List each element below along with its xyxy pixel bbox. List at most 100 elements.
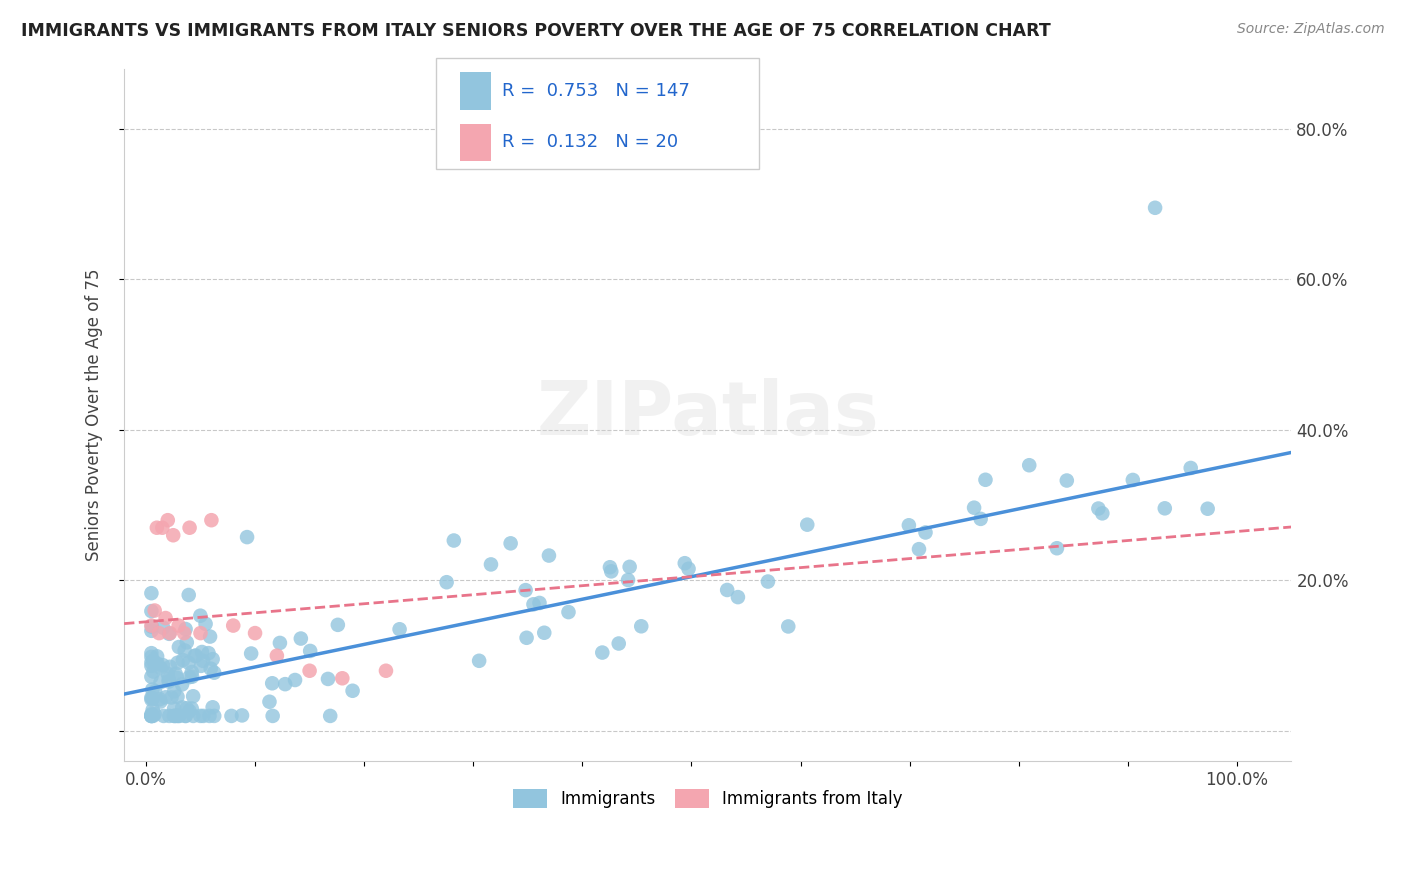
Immigrants [1056,474,1078,488]
Immigrants [515,583,537,598]
Immigrants [163,709,186,723]
Immigrants from Italy [173,626,195,640]
Immigrants [1144,201,1167,215]
Immigrants [174,622,197,636]
Immigrants [388,622,411,636]
Immigrants [198,630,221,644]
Legend: Immigrants, Immigrants from Italy: Immigrants, Immigrants from Italy [506,782,910,815]
Immigrants [619,559,641,574]
Immigrants [160,690,183,705]
Immigrants [141,658,163,673]
Immigrants [143,684,166,698]
Immigrants [180,701,202,715]
Immigrants [600,565,623,579]
Immigrants [202,709,225,723]
Immigrants [141,692,163,706]
Immigrants [157,673,180,687]
Immigrants [269,636,291,650]
Immigrants [172,653,194,667]
Immigrants [630,619,652,633]
Immigrants [156,666,179,681]
Immigrants [914,525,936,540]
Immigrants [1087,501,1109,516]
Immigrants [319,709,342,723]
Immigrants [176,635,198,649]
Y-axis label: Seniors Poverty Over the Age of 75: Seniors Poverty Over the Age of 75 [86,268,103,561]
Immigrants [183,648,205,663]
Immigrants [163,709,186,723]
Immigrants [188,608,211,623]
Immigrants [796,517,818,532]
Immigrants [152,658,174,673]
Immigrants [673,556,696,570]
Immigrants [443,533,465,548]
Immigrants [141,646,163,660]
Immigrants [557,605,579,619]
Immigrants [1046,541,1069,556]
Immigrants [174,709,197,723]
Immigrants [180,665,202,679]
Immigrants from Italy [298,664,321,678]
Immigrants [197,646,219,660]
Immigrants [190,658,212,673]
Immigrants from Italy [159,626,181,640]
Immigrants [240,647,263,661]
Immigrants [897,518,920,533]
Immigrants [499,536,522,550]
Immigrants [522,597,544,611]
Immigrants [201,700,224,714]
Immigrants [163,684,186,698]
Text: R =  0.132   N = 20: R = 0.132 N = 20 [502,134,678,152]
Immigrants [159,660,181,674]
Immigrants [908,542,931,557]
Immigrants [188,709,211,723]
Immigrants [174,709,197,723]
Immigrants [169,709,191,723]
Immigrants [299,644,322,658]
Immigrants [193,709,215,723]
Immigrants [181,709,204,723]
Immigrants from Italy [155,611,177,625]
Immigrants [141,709,163,723]
Immigrants [262,709,284,723]
Immigrants [316,672,339,686]
Immigrants [1180,461,1202,475]
Immigrants [221,709,243,723]
Immigrants [141,690,163,705]
Immigrants [262,676,284,690]
Immigrants [617,573,640,587]
Immigrants [172,700,194,714]
Text: Source: ZipAtlas.com: Source: ZipAtlas.com [1237,22,1385,37]
Immigrants from Italy [156,513,179,527]
Immigrants [181,690,204,704]
Immigrants [165,666,187,681]
Immigrants [141,670,163,684]
Immigrants [963,500,986,515]
Immigrants [529,596,551,610]
Immigrants from Italy [162,528,184,542]
Immigrants [141,709,163,723]
Immigrants [149,694,172,708]
Immigrants [468,654,491,668]
Immigrants [142,665,165,679]
Immigrants [479,558,502,572]
Immigrants [236,530,259,544]
Immigrants [284,673,307,687]
Immigrants [200,662,222,676]
Immigrants from Italy [200,513,222,527]
Immigrants [157,674,180,689]
Immigrants [163,702,186,716]
Immigrants [141,604,163,618]
Immigrants [166,671,188,685]
Immigrants [533,625,555,640]
Immigrants from Italy [167,618,190,632]
Immigrants [141,656,163,670]
Immigrants [167,640,190,654]
Text: ZIPatlas: ZIPatlas [537,378,879,451]
Immigrants [198,709,221,723]
Immigrants [756,574,779,589]
Immigrants [170,677,193,691]
Immigrants [274,677,297,691]
Immigrants [141,624,163,638]
Immigrants [166,656,188,670]
